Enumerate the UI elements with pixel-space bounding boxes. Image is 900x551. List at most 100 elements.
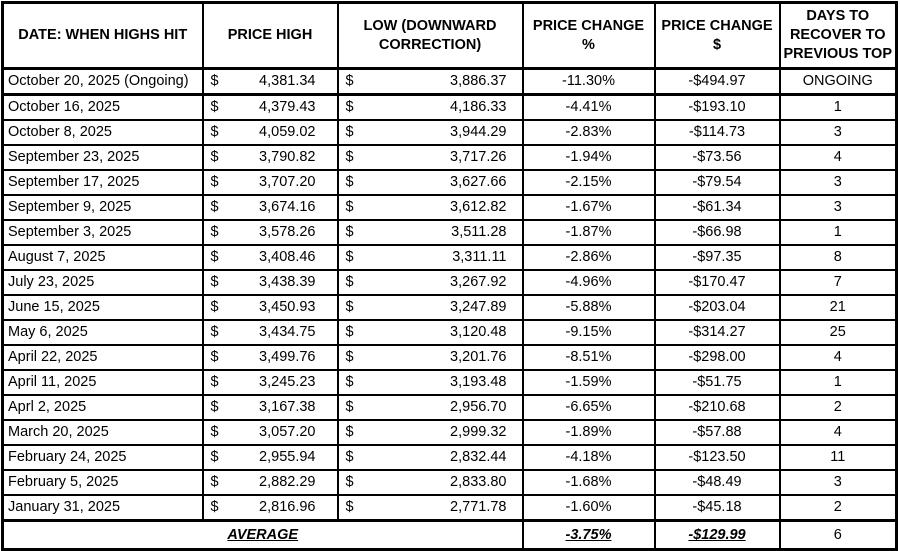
col-header-price-change-pct: PRICE CHANGE % bbox=[521, 1, 656, 70]
low-value: 3,511.28 bbox=[451, 224, 507, 240]
price-change-dollar-cell: -$114.73 bbox=[653, 119, 781, 146]
price-change-dollar-cell: -$66.98 bbox=[653, 219, 781, 246]
price-change-pct-cell: -6.65% bbox=[521, 394, 656, 421]
currency-symbol: $ bbox=[345, 199, 354, 215]
average-price-change-pct: -3.75% bbox=[521, 519, 656, 551]
price-change-dollar-cell: -$314.27 bbox=[653, 319, 781, 346]
date-cell: June 15, 2025 bbox=[1, 294, 204, 321]
low-correction-cell: $ 3,717.26 bbox=[336, 144, 524, 171]
low-value: 3,247.89 bbox=[450, 299, 507, 315]
price-high-cell: $ 3,790.82 bbox=[201, 144, 339, 171]
table-row: April 11, 2025 $ 3,245.23 $ 3,193.48 -1.… bbox=[1, 369, 898, 396]
currency-symbol: $ bbox=[345, 474, 354, 490]
currency-symbol: $ bbox=[210, 374, 219, 390]
date-cell: October 20, 2025 (Ongoing) bbox=[1, 67, 204, 96]
low-value: 3,120.48 bbox=[450, 324, 507, 340]
price-high-value: 4,059.02 bbox=[259, 124, 316, 140]
col-header-price-change-dollar: PRICE CHANGE $ bbox=[653, 1, 781, 70]
low-correction-cell: $ 3,267.92 bbox=[336, 269, 524, 296]
price-change-pct-cell: -11.30% bbox=[521, 67, 656, 96]
col-header-price-high: PRICE HIGH bbox=[201, 1, 339, 70]
date-cell: May 6, 2025 bbox=[1, 319, 204, 346]
days-to-recover-cell: 11 bbox=[778, 444, 898, 471]
currency-symbol: $ bbox=[210, 274, 219, 290]
currency-symbol: $ bbox=[210, 149, 219, 165]
table-row: February 5, 2025 $ 2,882.29 $ 2,833.80 -… bbox=[1, 469, 898, 496]
table-row: February 24, 2025 $ 2,955.94 $ 2,832.44 … bbox=[1, 444, 898, 471]
currency-symbol: $ bbox=[345, 399, 354, 415]
price-high-value: 2,816.96 bbox=[259, 499, 316, 515]
price-change-dollar-cell: -$193.10 bbox=[653, 93, 781, 121]
table-row: March 20, 2025 $ 3,057.20 $ 2,999.32 -1.… bbox=[1, 419, 898, 446]
currency-symbol: $ bbox=[345, 299, 354, 315]
price-high-value: 3,434.75 bbox=[259, 324, 316, 340]
currency-symbol: $ bbox=[210, 249, 219, 265]
price-change-dollar-cell: -$298.00 bbox=[653, 344, 781, 371]
average-label: AVERAGE bbox=[1, 519, 524, 551]
price-change-dollar-cell: -$123.50 bbox=[653, 444, 781, 471]
currency-symbol: $ bbox=[210, 424, 219, 440]
currency-symbol: $ bbox=[210, 224, 219, 240]
price-high-value: 3,438.39 bbox=[259, 274, 316, 290]
date-cell: August 7, 2025 bbox=[1, 244, 204, 271]
days-to-recover-cell: 25 bbox=[778, 319, 898, 346]
currency-symbol: $ bbox=[210, 399, 219, 415]
price-change-pct-cell: -2.83% bbox=[521, 119, 656, 146]
price-high-cell: $ 3,707.20 bbox=[201, 169, 339, 196]
low-value: 3,201.76 bbox=[450, 349, 507, 365]
price-change-pct-cell: -5.88% bbox=[521, 294, 656, 321]
price-high-value: 3,245.23 bbox=[259, 374, 316, 390]
price-change-dollar-cell: -$61.34 bbox=[653, 194, 781, 221]
price-high-cell: $ 4,379.43 bbox=[201, 93, 339, 121]
days-to-recover-cell: 3 bbox=[778, 169, 898, 196]
table-row: April 22, 2025 $ 3,499.76 $ 3,201.76 -8.… bbox=[1, 344, 898, 371]
days-to-recover-cell: 4 bbox=[778, 419, 898, 446]
low-value: 3,717.26 bbox=[450, 149, 507, 165]
table-row: July 23, 2025 $ 3,438.39 $ 3,267.92 -4.9… bbox=[1, 269, 898, 296]
days-to-recover-cell: 4 bbox=[778, 144, 898, 171]
price-change-dollar-cell: -$51.75 bbox=[653, 369, 781, 396]
currency-symbol: $ bbox=[210, 499, 219, 515]
date-cell: September 17, 2025 bbox=[1, 169, 204, 196]
price-high-value: 3,578.26 bbox=[259, 224, 316, 240]
low-correction-cell: $ 3,944.29 bbox=[336, 119, 524, 146]
days-to-recover-cell: 3 bbox=[778, 469, 898, 496]
price-high-value: 4,381.34 bbox=[259, 73, 316, 89]
low-correction-cell: $ 3,120.48 bbox=[336, 319, 524, 346]
price-high-value: 3,707.20 bbox=[259, 174, 316, 190]
price-change-dollar-cell: -$203.04 bbox=[653, 294, 781, 321]
price-change-dollar-cell: -$210.68 bbox=[653, 394, 781, 421]
average-price-change-dollar: -$129.99 bbox=[653, 519, 781, 551]
days-to-recover-cell: 1 bbox=[778, 219, 898, 246]
table-row: October 20, 2025 (Ongoing) $ 4,381.34 $ … bbox=[1, 67, 898, 96]
price-change-pct-cell: -2.86% bbox=[521, 244, 656, 271]
currency-symbol: $ bbox=[345, 124, 354, 140]
price-high-cell: $ 3,408.46 bbox=[201, 244, 339, 271]
low-correction-cell: $ 2,771.78 bbox=[336, 494, 524, 522]
low-correction-cell: $ 2,832.44 bbox=[336, 444, 524, 471]
currency-symbol: $ bbox=[345, 324, 354, 340]
low-value: 2,833.80 bbox=[450, 474, 507, 490]
price-high-cell: $ 2,955.94 bbox=[201, 444, 339, 471]
date-cell: April 11, 2025 bbox=[1, 369, 204, 396]
currency-symbol: $ bbox=[345, 73, 354, 89]
price-high-value: 2,882.29 bbox=[259, 474, 316, 490]
days-to-recover-cell: 3 bbox=[778, 194, 898, 221]
price-change-pct-cell: -4.41% bbox=[521, 93, 656, 121]
price-high-value: 3,167.38 bbox=[259, 399, 316, 415]
price-change-dollar-cell: -$494.97 bbox=[653, 67, 781, 96]
low-correction-cell: $ 3,201.76 bbox=[336, 344, 524, 371]
currency-symbol: $ bbox=[210, 73, 219, 89]
currency-symbol: $ bbox=[210, 124, 219, 140]
price-change-dollar-cell: -$97.35 bbox=[653, 244, 781, 271]
low-correction-cell: $ 3,886.37 bbox=[336, 67, 524, 96]
table-header-row: DATE: WHEN HIGHS HIT PRICE HIGH LOW (DOW… bbox=[1, 1, 898, 70]
low-correction-cell: $ 3,627.66 bbox=[336, 169, 524, 196]
days-to-recover-cell: 21 bbox=[778, 294, 898, 321]
price-change-dollar-cell: -$170.47 bbox=[653, 269, 781, 296]
date-cell: September 9, 2025 bbox=[1, 194, 204, 221]
low-value: 2,771.78 bbox=[450, 499, 507, 515]
low-value: 2,832.44 bbox=[450, 449, 507, 465]
date-cell: October 16, 2025 bbox=[1, 93, 204, 121]
currency-symbol: $ bbox=[210, 449, 219, 465]
